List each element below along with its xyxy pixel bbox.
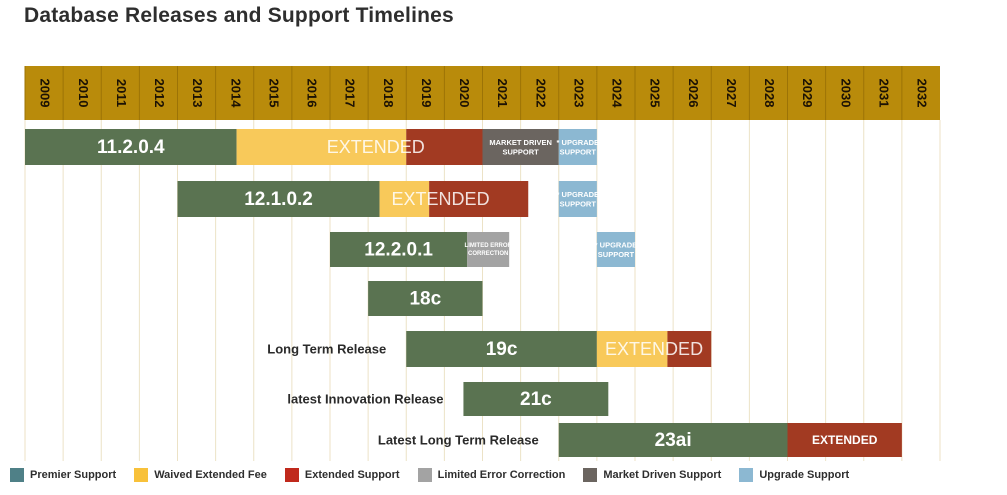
upgrade-label-line: * UPGRADE [595,240,638,249]
release-type-label: Long Term Release [267,341,386,356]
upgrade-label-line: * UPGRADE [557,138,600,147]
limited-label-line: LIMITED ERROR [465,243,513,249]
market-segment [482,129,559,165]
legend-label: Market Driven Support [603,469,722,481]
year-label: 2019 [419,79,434,108]
extended-overlay-label: EXTENDED [327,137,425,157]
waived-segment [596,331,668,367]
legend-swatch [10,468,24,482]
upgrade-label-line: SUPPORT [560,147,597,156]
legend-label: Premier Support [30,469,117,481]
market-label-line: MARKET DRIVEN [489,138,552,147]
release-version-label: 12.2.0.1 [364,240,433,261]
year-label: 2009 [38,79,53,108]
premier-segment [406,331,597,367]
release-version-label: 21c [520,389,552,410]
legend-label: Limited Error Correction [437,469,566,481]
legend-item-upgrade: Upgrade Support [739,468,849,482]
release-version-label: 18c [409,289,441,310]
year-label: 2023 [571,79,586,108]
release-row-21c: 21c latest Innovation Release [287,382,609,416]
extended-overlay-label: EXTENDED [605,339,703,359]
market-label-line: SUPPORT [502,147,539,156]
waived-segment [379,181,430,217]
extended-segment [667,331,712,367]
legend-label: Waived Extended Fee [154,469,267,481]
release-row-19c: 19c EXTENDED Long Term Release [267,331,712,367]
year-label: 2024 [610,79,625,109]
legend-item-premier: Premier Support [10,468,116,482]
premier-segment [368,281,483,316]
legend: Premier Support Waived Extended Fee Extend… [10,468,867,482]
legend-item-extended: Extended Support [284,468,400,482]
legend-label: Extended Support [304,469,400,481]
premier-segment [177,181,380,217]
year-label: 2027 [724,79,739,108]
release-version-label: 12.1.0.2 [244,189,313,210]
legend-swatch [284,468,299,482]
year-label: 2028 [762,79,777,108]
limited-label-line: CORRECTION [468,251,508,257]
support-timeline-chart: 2009 2010 2011 2012 2013 2014 2015 2016 2017 2018… [24,66,941,461]
premier-segment [463,382,609,416]
release-type-label: latest Innovation Release [287,391,443,406]
extended-segment [406,129,483,165]
year-label: 2026 [686,79,701,108]
upgrade-label-line: SUPPORT [560,199,597,208]
page-title: Database Releases and Support Timelines [24,4,454,27]
year-label: 2025 [648,79,663,108]
extended-segment [787,423,902,457]
premier-segment [558,423,788,457]
release-row-12-2-0-1: 12.2.0.1 LIMITED ERROR CORRECTION * UPGRADE… [330,232,637,267]
year-label: 2021 [495,79,510,108]
extended-overlay-label: EXTENDED [392,189,490,209]
legend-item-waived: Waived Extended Fee [134,468,267,482]
premier-segment [330,232,468,267]
release-version-label: 23ai [655,430,692,451]
release-row-23ai: 23ai EXTENDED Latest Long Term Release [378,423,902,457]
release-version-label: 19c [486,339,518,360]
legend-item-limited: Limited Error Correction [417,468,566,482]
year-label: 2030 [838,79,853,108]
upgrade-segment [558,129,597,165]
year-label: 2020 [457,79,472,108]
year-label: 2012 [152,79,167,108]
year-label: 2010 [76,79,91,108]
legend-swatch [583,468,598,482]
year-label: 2018 [381,79,396,108]
legend-swatch [417,468,432,482]
year-label: 2022 [533,79,548,108]
legend-label: Upgrade Support [759,469,850,481]
upgrade-label-line: SUPPORT [598,250,635,259]
year-label: 2015 [266,79,281,108]
year-label: 2014 [228,79,243,109]
year-label: 2017 [343,79,358,108]
year-label: 2016 [305,79,320,108]
premier-segment [25,129,237,165]
upgrade-label-line: * UPGRADE [557,190,600,199]
waived-segment [236,129,407,165]
legend-item-market: Market Driven Support [583,468,721,482]
extended-label: EXTENDED [812,433,878,447]
release-version-label: 11.2.0.4 [97,137,165,158]
year-label: 2029 [800,79,815,108]
year-label: 2031 [876,79,891,108]
year-label: 2011 [114,79,129,107]
upgrade-segment [596,232,635,267]
limited-segment [467,232,510,267]
year-label: 2032 [915,79,930,108]
extended-segment [429,181,529,217]
upgrade-segment [558,181,597,217]
release-row-18c: 18c [368,281,483,316]
legend-swatch [134,468,149,482]
release-type-label: Latest Long Term Release [378,432,539,447]
year-label: 2013 [190,79,205,108]
legend-swatch [739,468,754,482]
